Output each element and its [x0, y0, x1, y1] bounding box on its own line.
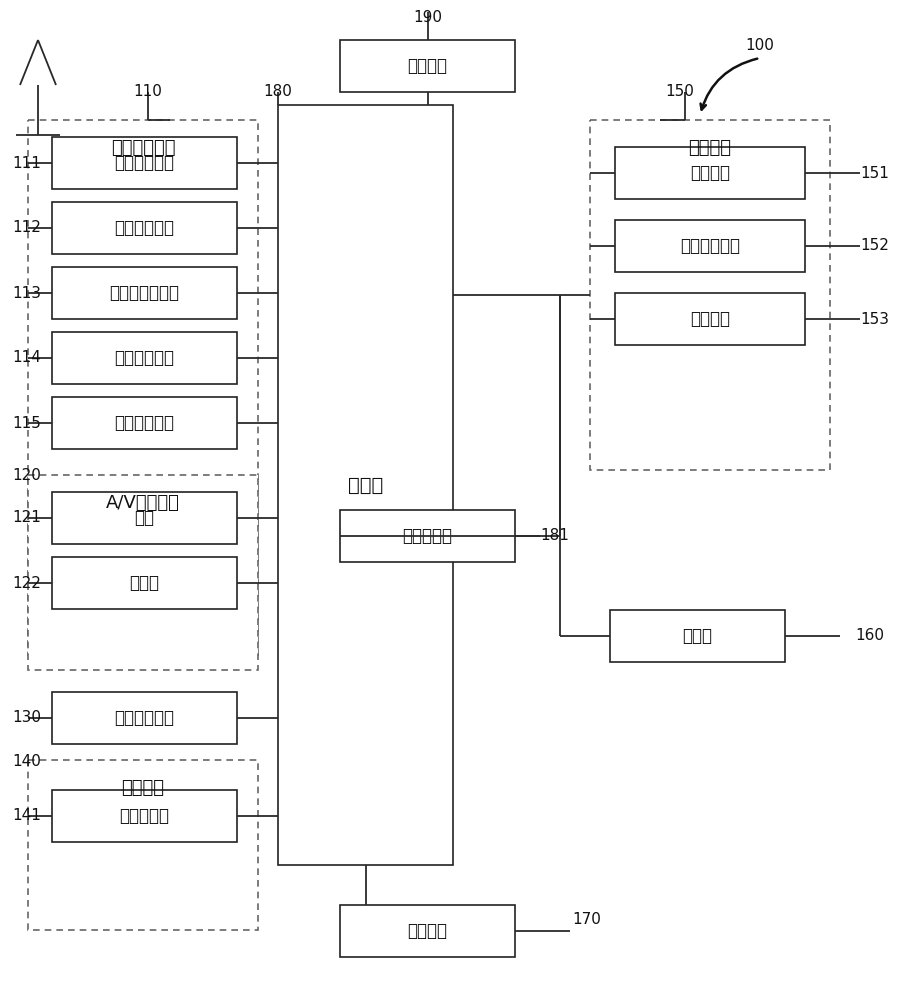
- Text: 存储器: 存储器: [683, 627, 712, 645]
- Bar: [278, 105, 453, 865]
- Text: 120: 120: [12, 468, 40, 483]
- Text: 短程通信模块: 短程通信模块: [115, 349, 175, 367]
- Text: 警报单元: 警报单元: [690, 310, 730, 328]
- Bar: [340, 905, 515, 957]
- Bar: [615, 293, 805, 345]
- Text: 151: 151: [860, 165, 889, 180]
- Text: 160: 160: [855, 629, 884, 644]
- Text: 接近传感器: 接近传感器: [119, 807, 169, 825]
- Text: 位置信息模块: 位置信息模块: [115, 414, 175, 432]
- Bar: [590, 120, 830, 470]
- Text: 140: 140: [12, 754, 40, 770]
- Text: 照相: 照相: [134, 509, 154, 527]
- Bar: [340, 40, 515, 92]
- Bar: [52, 332, 237, 384]
- Bar: [52, 137, 237, 189]
- Text: 153: 153: [860, 312, 889, 326]
- Text: 广播接收模块: 广播接收模块: [115, 154, 175, 172]
- Text: A/V输入单元: A/V输入单元: [106, 494, 180, 512]
- Bar: [52, 557, 237, 609]
- Bar: [52, 202, 237, 254]
- Text: 移动通信模块: 移动通信模块: [115, 219, 175, 237]
- Text: 电源单元: 电源单元: [407, 57, 448, 75]
- Bar: [52, 267, 237, 319]
- Text: 122: 122: [12, 576, 40, 590]
- Text: 141: 141: [12, 808, 40, 824]
- Text: 输出单元: 输出单元: [688, 139, 732, 157]
- Bar: [340, 510, 515, 562]
- Text: 111: 111: [12, 155, 40, 170]
- Text: 显示单元: 显示单元: [690, 164, 730, 182]
- Text: 接口单元: 接口单元: [407, 922, 448, 940]
- Text: 112: 112: [12, 221, 40, 235]
- Text: 100: 100: [745, 37, 775, 52]
- Text: 感测单元: 感测单元: [121, 779, 165, 797]
- Text: 150: 150: [665, 85, 695, 100]
- Text: 114: 114: [12, 351, 40, 365]
- Text: 115: 115: [12, 416, 40, 430]
- Text: 121: 121: [12, 510, 40, 526]
- Bar: [610, 610, 785, 662]
- Text: 110: 110: [133, 85, 163, 100]
- Text: 152: 152: [860, 238, 889, 253]
- Text: 130: 130: [12, 710, 41, 726]
- Text: 181: 181: [540, 528, 569, 544]
- Text: 无线互联网模块: 无线互联网模块: [109, 284, 179, 302]
- Text: 麦克风: 麦克风: [130, 574, 160, 592]
- Bar: [615, 147, 805, 199]
- Text: 113: 113: [12, 286, 41, 300]
- Text: 170: 170: [572, 912, 601, 928]
- Bar: [28, 760, 258, 930]
- Text: 用户输入单元: 用户输入单元: [115, 709, 175, 727]
- Text: 180: 180: [264, 85, 292, 100]
- Bar: [615, 220, 805, 272]
- Bar: [52, 397, 237, 449]
- Bar: [28, 475, 258, 670]
- Text: 多媒体模块: 多媒体模块: [403, 527, 452, 545]
- Text: 190: 190: [414, 10, 443, 25]
- Bar: [28, 120, 258, 655]
- Bar: [52, 692, 237, 744]
- Text: 无线通信单元: 无线通信单元: [111, 139, 176, 157]
- Bar: [52, 790, 237, 842]
- Text: 控制器: 控制器: [348, 476, 383, 494]
- Bar: [52, 492, 237, 544]
- Text: 音频输出模块: 音频输出模块: [680, 237, 740, 255]
